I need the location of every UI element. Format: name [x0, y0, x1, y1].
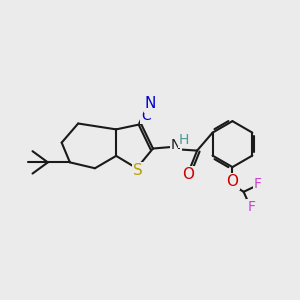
- Text: O: O: [226, 174, 238, 189]
- Text: O: O: [182, 167, 194, 182]
- Text: H: H: [179, 133, 189, 147]
- Text: N: N: [145, 96, 156, 111]
- Text: F: F: [247, 200, 255, 214]
- Text: N: N: [171, 138, 181, 152]
- Text: C: C: [141, 109, 151, 123]
- Text: F: F: [254, 177, 262, 191]
- Text: S: S: [133, 163, 143, 178]
